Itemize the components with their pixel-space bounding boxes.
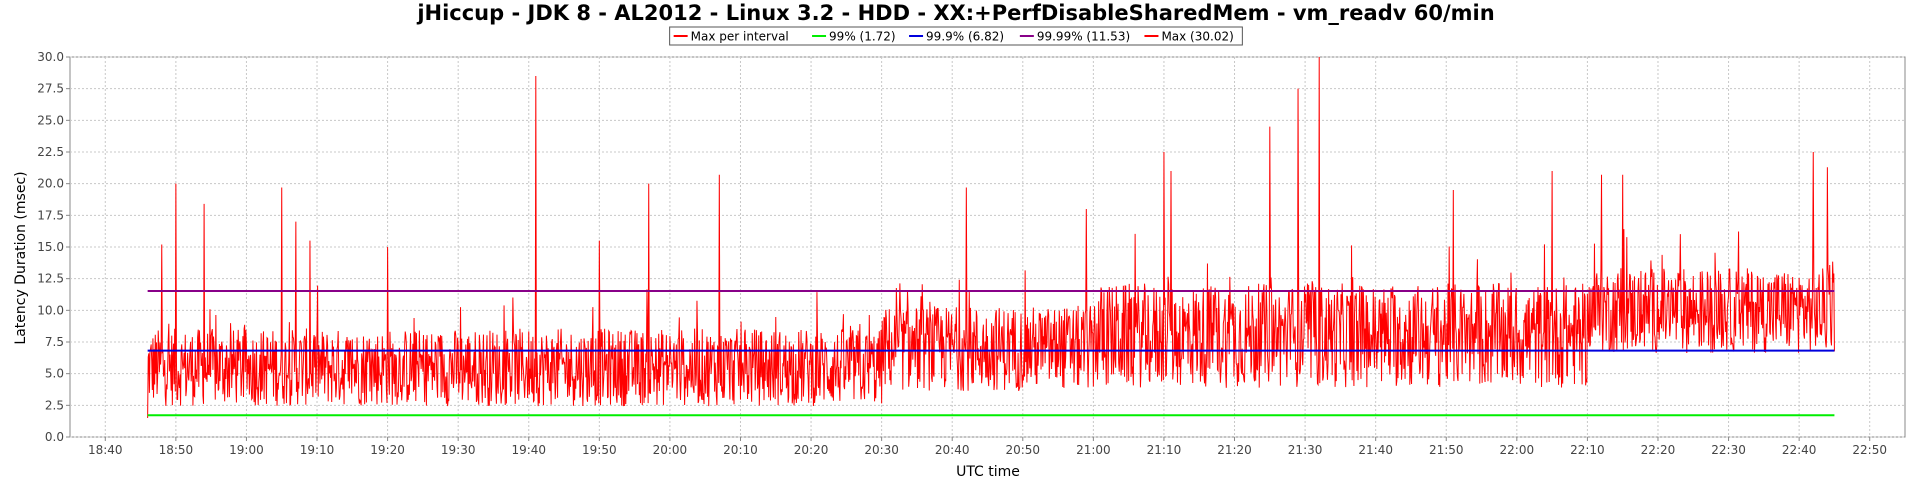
x-tick-label: 19:10 — [300, 443, 335, 457]
y-tick-label: 10.0 — [37, 303, 64, 317]
x-tick-label: 19:20 — [370, 443, 405, 457]
x-axis-label: UTC time — [956, 464, 1020, 480]
legend-item: 99.9% (6.82) — [909, 30, 1004, 44]
x-tick-label: 21:30 — [1288, 443, 1323, 457]
y-tick-label: 12.5 — [37, 272, 64, 286]
chart-legend: Max per interval 99% (1.72) 99.9% (6.82) 99… — [669, 26, 1243, 46]
legend-item: Max per interval — [673, 30, 789, 44]
legend-item: 99.99% (11.53) — [1019, 30, 1130, 44]
y-tick-label: 15.0 — [37, 240, 64, 254]
chart-title: jHiccup - JDK 8 - AL2012 - Linux 3.2 - H… — [416, 1, 1494, 25]
legend-item: 99% (1.72) — [812, 30, 896, 44]
legend-label: 99.9% (6.82) — [926, 30, 1004, 44]
x-tick-label: 22:30 — [1711, 443, 1746, 457]
y-tick-label: 30.0 — [37, 50, 64, 64]
x-tick-label: 20:20 — [794, 443, 829, 457]
x-tick-label: 22:00 — [1500, 443, 1535, 457]
series-max-per-interval — [147, 56, 1835, 419]
y-tick-label: 2.5 — [45, 398, 64, 412]
legend-label: Max per interval — [691, 30, 789, 44]
series-layer — [147, 56, 1835, 419]
x-tick-label: 20:30 — [864, 443, 899, 457]
legend-label: Max (30.02) — [1161, 30, 1233, 44]
x-tick-label: 21:50 — [1429, 443, 1464, 457]
x-tick-label: 22:20 — [1641, 443, 1676, 457]
x-tick-label: 21:00 — [1076, 443, 1111, 457]
x-tick-label: 22:10 — [1570, 443, 1605, 457]
legend-box — [669, 26, 1243, 46]
y-tick-label: 22.5 — [37, 145, 64, 159]
x-tick-label: 19:40 — [511, 443, 546, 457]
x-tick-label: 21:10 — [1147, 443, 1182, 457]
x-tick-label: 19:00 — [229, 443, 264, 457]
x-tick-label: 20:50 — [1005, 443, 1040, 457]
x-tick-label: 22:50 — [1852, 443, 1887, 457]
x-tick-label: 18:50 — [159, 443, 194, 457]
y-tick-label: 25.0 — [37, 113, 64, 127]
y-tick-label: 5.0 — [45, 367, 64, 381]
y-tick-label: 0.0 — [45, 430, 64, 444]
legend-label: 99% (1.72) — [829, 30, 896, 44]
x-tick-label: 19:30 — [441, 443, 476, 457]
x-tick-label: 20:00 — [653, 443, 688, 457]
x-tick-label: 19:50 — [582, 443, 617, 457]
y-tick-label: 7.5 — [45, 335, 64, 349]
x-tick-label: 20:10 — [723, 443, 758, 457]
y-tick-label: 20.0 — [37, 177, 64, 191]
x-tick-label: 21:20 — [1217, 443, 1252, 457]
y-axis-label: Latency Duration (msec) — [13, 171, 29, 344]
x-axis-ticks: 18:40 18:50 19:00 19:10 19:20 19:30 19:40 19:50… — [88, 437, 1887, 457]
x-tick-label: 21:40 — [1358, 443, 1393, 457]
legend-item: Max (30.02) — [1144, 30, 1234, 44]
x-tick-label: 18:40 — [88, 443, 123, 457]
y-axis-ticks: 0.0 2.5 5.0 7.5 10.0 12.5 15.0 17.5 20.0 22.5 25.0… — [37, 50, 70, 444]
y-tick-label: 27.5 — [37, 82, 64, 96]
x-tick-label: 22:40 — [1782, 443, 1817, 457]
legend-label: 99.99% (11.53) — [1037, 30, 1130, 44]
y-tick-label: 17.5 — [37, 208, 64, 222]
x-tick-label: 20:40 — [935, 443, 970, 457]
